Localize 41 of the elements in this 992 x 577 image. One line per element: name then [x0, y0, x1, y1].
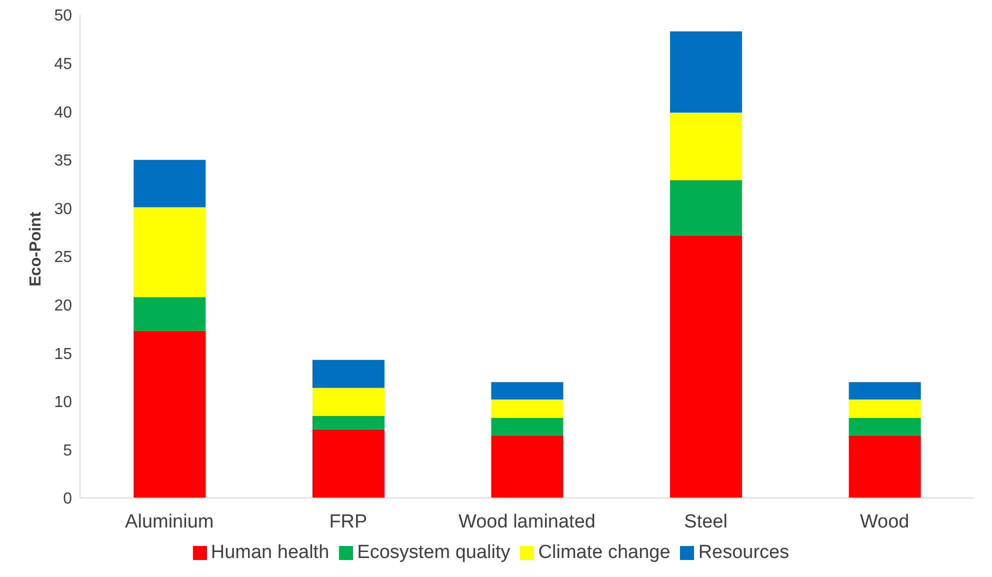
- x-tick-label: Wood: [860, 511, 910, 532]
- y-tick-label: 40: [54, 104, 72, 122]
- y-tick-label: 25: [54, 249, 72, 266]
- bar: [312, 416, 384, 430]
- x-tick-label: Wood laminated: [458, 511, 596, 532]
- bar: [848, 382, 921, 400]
- x-tick-label: FRP: [329, 511, 368, 532]
- bar: [670, 180, 742, 236]
- y-tick-label: 5: [63, 442, 72, 460]
- legend-label: Resources: [698, 542, 790, 563]
- y-tick-label: 30: [54, 200, 72, 218]
- bar: [134, 207, 206, 298]
- bar: [848, 418, 921, 436]
- bar: [312, 360, 384, 388]
- bar: [312, 429, 384, 498]
- x-tick-label: Steel: [684, 511, 728, 532]
- y-tick-label: 35: [54, 152, 72, 170]
- bar: [491, 418, 564, 436]
- bar: [491, 399, 564, 418]
- bar: [848, 435, 921, 498]
- bar: [670, 31, 742, 113]
- bar: [848, 399, 921, 418]
- y-tick-label: 10: [54, 394, 72, 412]
- legend-label: Climate change: [538, 542, 670, 563]
- bar: [491, 435, 564, 498]
- x-tick-label: Aluminium: [125, 511, 214, 532]
- legend-label: Ecosystem quality: [357, 542, 510, 563]
- y-tick-label: 20: [54, 297, 72, 314]
- y-tick-label: 45: [54, 56, 72, 73]
- bar: [491, 382, 564, 400]
- bar: [670, 112, 742, 180]
- bar: [134, 297, 206, 331]
- y-axis-title: Eco-Point: [28, 211, 45, 286]
- bar: [312, 388, 384, 416]
- y-tick-label: 0: [63, 490, 72, 508]
- bar: [134, 330, 206, 498]
- y-tick-label: 50: [54, 8, 72, 25]
- legend-label: Human health: [210, 542, 330, 563]
- y-tick-label: 15: [54, 346, 72, 363]
- bar: [134, 160, 206, 208]
- bar: [670, 235, 742, 498]
